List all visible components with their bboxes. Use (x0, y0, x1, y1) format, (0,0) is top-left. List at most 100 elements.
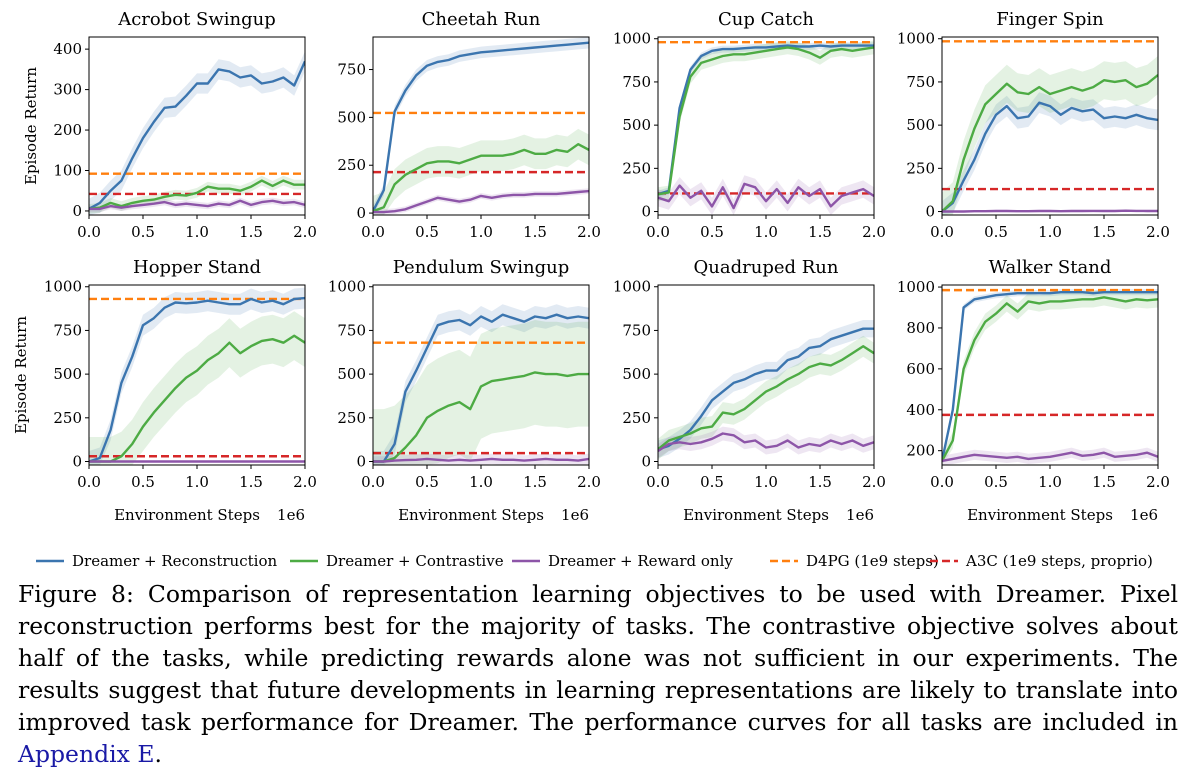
plot-area (373, 37, 589, 215)
x-tick-label: 0.0 (646, 223, 670, 241)
x-axis-label: Environment Steps (114, 506, 260, 524)
series-line (942, 291, 1158, 462)
x-tick-label: 0.0 (930, 473, 954, 491)
y-tick-label: 750 (622, 73, 651, 91)
legend-label: A3C (1e9 steps, proprio) (965, 552, 1153, 570)
series-band (942, 289, 1158, 464)
x-tick-label: 0.0 (361, 473, 385, 491)
legend-item: Dreamer + Reward only (512, 552, 733, 570)
series-line (89, 296, 305, 463)
series-line (89, 60, 305, 210)
y-tick-label: 500 (622, 116, 651, 134)
y-tick-label: 750 (337, 321, 366, 339)
legend-label: Dreamer + Reward only (548, 552, 733, 570)
y-axis-label: Episode Return (22, 67, 40, 185)
y-tick-label: 1000 (328, 278, 366, 296)
series-line (373, 371, 589, 463)
x-offset-label: 1e6 (277, 506, 305, 524)
y-tick-label: 800 (906, 319, 935, 337)
plot-area (89, 51, 305, 215)
y-tick-label: 500 (622, 365, 651, 383)
x-tick-label: 0.0 (361, 223, 385, 241)
series-band (658, 40, 874, 202)
plot-area (658, 40, 874, 215)
x-offset-label: 1e6 (846, 506, 874, 524)
y-tick-label: 0 (925, 203, 935, 221)
x-tick-label: 0.5 (415, 473, 439, 491)
x-tick-label: 1.0 (1038, 223, 1062, 241)
x-tick-label: 1.5 (239, 223, 263, 241)
x-tick-label: 1.0 (754, 223, 778, 241)
x-tick-label: 0.5 (984, 223, 1008, 241)
x-axis-label: Environment Steps (967, 506, 1113, 524)
x-tick-label: 0.0 (646, 473, 670, 491)
series-line (942, 451, 1158, 463)
x-tick-label: 2.0 (1146, 223, 1170, 241)
y-tick-label: 750 (622, 321, 651, 339)
x-tick-label: 1.5 (523, 223, 547, 241)
y-tick-label: 250 (337, 156, 366, 174)
y-tick-label: 250 (337, 409, 366, 427)
y-tick-label: 1000 (613, 278, 651, 296)
x-tick-label: 0.5 (131, 223, 155, 241)
chart-panel: 0 250 500 750 0.0 0.5 1.0 1.5 2.0 Cheetah Run (337, 9, 601, 241)
x-tick-label: 0.5 (984, 473, 1008, 491)
series-line (373, 189, 589, 214)
chart-title: Cheetah Run (422, 9, 541, 30)
series-line (89, 179, 305, 211)
y-tick-label: 500 (53, 365, 82, 383)
plot-area (373, 304, 589, 465)
x-tick-label: 1.5 (808, 473, 832, 491)
series-line (658, 44, 874, 196)
x-tick-label: 1.5 (239, 473, 263, 491)
x-tick-label: 0.5 (700, 473, 724, 491)
series-band (373, 188, 589, 215)
x-tick-label: 0.0 (77, 223, 101, 241)
y-tick-label: 750 (337, 61, 366, 79)
y-tick-label: 200 (906, 442, 935, 460)
legend-label: D4PG (1e9 steps) (806, 552, 939, 570)
plot-area (89, 287, 305, 465)
series-band (373, 304, 589, 465)
x-tick-label: 1.0 (185, 223, 209, 241)
chart-panel: 0 250 500 750 1000 0.0 0.5 1.0 1.5 2.0 Cup Catch (613, 9, 886, 241)
chart-panel: 0 100 200 300 400 0.0 0.5 1.0 1.5 2.0 Acrobot Swin… (22, 9, 317, 241)
plot-area (658, 320, 874, 460)
y-tick-label: 100 (53, 162, 82, 180)
x-tick-label: 1.0 (469, 473, 493, 491)
x-tick-label: 1.0 (1038, 473, 1062, 491)
y-tick-label: 200 (53, 121, 82, 139)
plot-area (942, 40, 1158, 215)
plot-frame (941, 284, 1159, 466)
series-line (942, 209, 1158, 213)
y-tick-label: 300 (53, 81, 82, 99)
x-axis-label: Environment Steps (398, 506, 544, 524)
series-band (658, 320, 874, 458)
x-tick-label: 2.0 (1146, 473, 1170, 491)
y-tick-label: 750 (53, 321, 82, 339)
series-band (89, 287, 305, 465)
series-line (942, 101, 1158, 213)
y-tick-label: 250 (53, 409, 82, 427)
appendix-link[interactable]: Appendix E (18, 740, 155, 768)
series-band (658, 42, 874, 198)
x-tick-label: 0.5 (131, 473, 155, 491)
legend-label: Dreamer + Contrastive (326, 552, 504, 570)
series-band (373, 320, 589, 465)
y-tick-label: 250 (906, 159, 935, 177)
y-tick-label: 500 (906, 116, 935, 134)
x-axis-label: Environment Steps (683, 506, 829, 524)
x-tick-label: 1.5 (523, 473, 547, 491)
chart-panel: 0 250 500 750 1000 0.0 0.5 1.0 1.5 2.0 Hopper Stan… (12, 257, 317, 524)
legend-item: D4PG (1e9 steps) (770, 552, 939, 570)
legend-item: A3C (1e9 steps, proprio) (930, 552, 1153, 570)
series-line (658, 432, 874, 453)
series-band (942, 56, 1158, 215)
x-tick-label: 1.5 (808, 223, 832, 241)
y-tick-label: 0 (641, 453, 651, 471)
series-line (658, 182, 874, 210)
series-line (658, 345, 874, 451)
y-axis-label: Episode Return (12, 316, 30, 434)
chart-title: Acrobot Swingup (117, 9, 276, 30)
series-line (373, 313, 589, 463)
